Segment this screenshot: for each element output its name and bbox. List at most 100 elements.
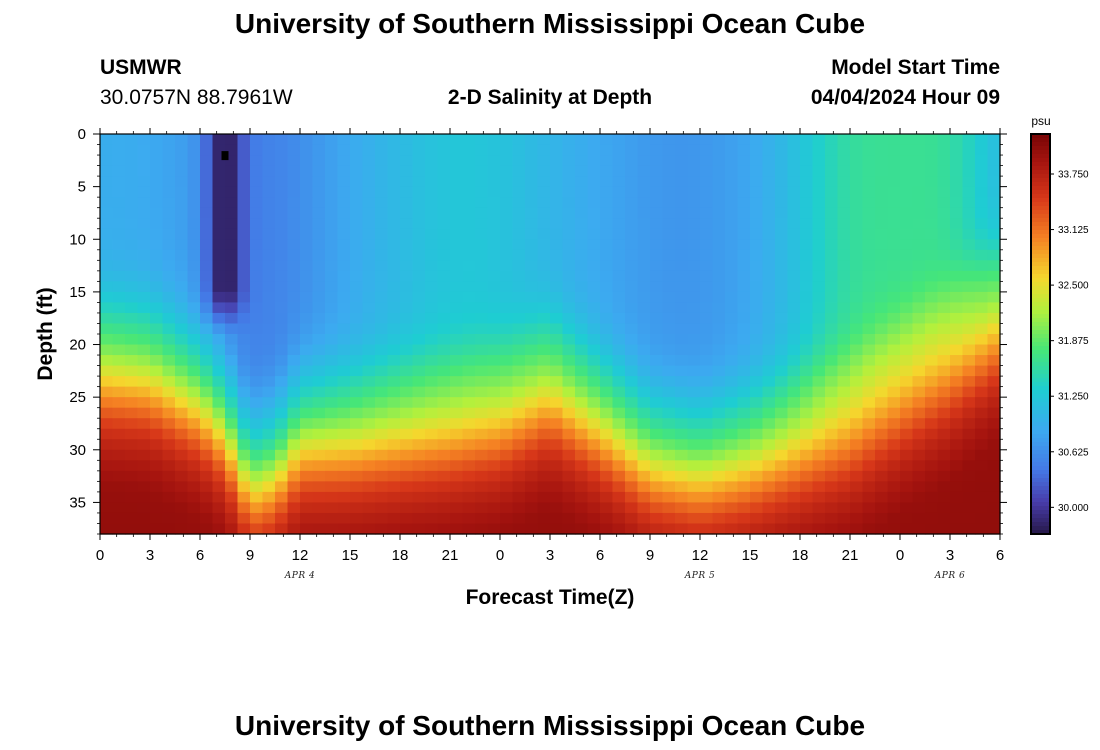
heatmap-cell bbox=[662, 281, 676, 293]
heatmap-cell bbox=[775, 470, 789, 482]
heatmap-cell bbox=[437, 312, 451, 325]
heatmap-cell bbox=[212, 291, 226, 304]
heatmap-cell bbox=[300, 323, 314, 335]
heatmap-cell bbox=[550, 249, 564, 261]
heatmap-cell bbox=[725, 239, 739, 251]
heatmap-cell bbox=[937, 470, 951, 482]
heatmap-cell bbox=[975, 176, 989, 188]
heatmap-cell bbox=[262, 449, 276, 461]
heatmap-cell bbox=[525, 418, 539, 430]
heatmap-cell bbox=[825, 502, 839, 514]
heatmap-cell bbox=[600, 365, 614, 377]
heatmap-cell bbox=[612, 302, 626, 314]
heatmap-cell bbox=[850, 291, 864, 304]
heatmap-cell bbox=[337, 302, 351, 314]
heatmap-cell bbox=[412, 291, 426, 304]
heatmap-cell bbox=[100, 428, 114, 440]
heatmap-cell bbox=[800, 239, 814, 251]
heatmap-cell bbox=[150, 291, 164, 304]
heatmap-cell bbox=[900, 355, 914, 367]
heatmap-cell bbox=[712, 460, 726, 472]
heatmap-cell bbox=[862, 302, 876, 314]
heatmap-cell bbox=[387, 365, 401, 377]
heatmap-cell bbox=[187, 512, 201, 525]
heatmap-cell bbox=[437, 186, 451, 198]
heatmap-cell bbox=[587, 523, 601, 535]
heatmap-cell bbox=[675, 460, 689, 472]
heatmap-cell bbox=[475, 218, 489, 230]
heatmap-cell bbox=[975, 418, 989, 430]
heatmap-cell bbox=[112, 512, 126, 525]
heatmap-cell bbox=[825, 197, 839, 209]
heatmap-cell bbox=[137, 186, 151, 198]
heatmap-cell bbox=[225, 239, 239, 251]
heatmap-cell bbox=[400, 134, 414, 146]
heatmap-cell bbox=[662, 523, 676, 535]
heatmap-cell bbox=[275, 449, 289, 461]
heatmap-cell bbox=[300, 186, 314, 198]
heatmap-cell bbox=[125, 186, 139, 198]
heatmap-cell bbox=[925, 491, 939, 504]
heatmap-cell bbox=[212, 460, 226, 472]
heatmap-cell bbox=[425, 470, 439, 482]
colorbar-segment bbox=[1031, 482, 1050, 487]
heatmap-cell bbox=[637, 302, 651, 314]
heatmap-cell bbox=[287, 312, 301, 325]
heatmap-cell bbox=[412, 407, 426, 419]
heatmap-cell bbox=[837, 376, 851, 388]
heatmap-cell bbox=[462, 334, 476, 346]
heatmap-cell bbox=[650, 481, 664, 493]
heatmap-cell bbox=[762, 355, 776, 367]
heatmap-cell bbox=[675, 523, 689, 535]
heatmap-cell bbox=[162, 428, 176, 440]
heatmap-cell bbox=[425, 512, 439, 525]
heatmap-cell bbox=[150, 386, 164, 398]
heatmap-cell bbox=[712, 165, 726, 177]
heatmap-cell bbox=[537, 281, 551, 293]
colorbar-segment bbox=[1031, 494, 1050, 499]
heatmap-cell bbox=[337, 386, 351, 398]
heatmap-cell bbox=[650, 439, 664, 451]
heatmap-cell bbox=[175, 312, 189, 325]
heatmap-cell bbox=[937, 249, 951, 261]
heatmap-cell bbox=[325, 165, 339, 177]
heatmap-cell bbox=[400, 355, 414, 367]
heatmap-cell bbox=[250, 302, 264, 314]
heatmap-cell bbox=[737, 470, 751, 482]
heatmap-cell bbox=[387, 281, 401, 293]
heatmap-cell bbox=[437, 344, 451, 356]
heatmap-cell bbox=[937, 491, 951, 504]
heatmap-cell bbox=[562, 281, 576, 293]
heatmap-cell bbox=[637, 512, 651, 525]
heatmap-cell bbox=[787, 260, 801, 272]
heatmap-cell bbox=[875, 334, 889, 346]
heatmap-cell bbox=[525, 407, 539, 419]
heatmap-cell bbox=[275, 512, 289, 525]
x-tick-label: 9 bbox=[246, 547, 254, 564]
heatmap-cell bbox=[250, 512, 264, 525]
heatmap-cell bbox=[712, 291, 726, 304]
heatmap-cell bbox=[187, 134, 201, 146]
heatmap-cell bbox=[562, 207, 576, 219]
colorbar-segment bbox=[1031, 350, 1050, 355]
heatmap-cell bbox=[750, 218, 764, 230]
x-tick-label: 6 bbox=[996, 547, 1004, 564]
heatmap-cell bbox=[975, 460, 989, 472]
heatmap-cell bbox=[187, 502, 201, 514]
heatmap-cell bbox=[537, 502, 551, 514]
heatmap-cell bbox=[775, 239, 789, 251]
heatmap-cell bbox=[112, 312, 126, 325]
heatmap-cell bbox=[812, 239, 826, 251]
heatmap-cell bbox=[837, 134, 851, 146]
heatmap-cell bbox=[612, 134, 626, 146]
heatmap-cell bbox=[875, 144, 889, 156]
heatmap-cell bbox=[712, 481, 726, 493]
heatmap-cell bbox=[450, 155, 464, 167]
heatmap-cell bbox=[525, 228, 539, 240]
heatmap-cell bbox=[237, 355, 251, 367]
heatmap-cell bbox=[787, 376, 801, 388]
heatmap-cell bbox=[275, 502, 289, 514]
heatmap-cell bbox=[725, 197, 739, 209]
colorbar-segment bbox=[1031, 374, 1050, 379]
heatmap-cell bbox=[112, 323, 126, 335]
